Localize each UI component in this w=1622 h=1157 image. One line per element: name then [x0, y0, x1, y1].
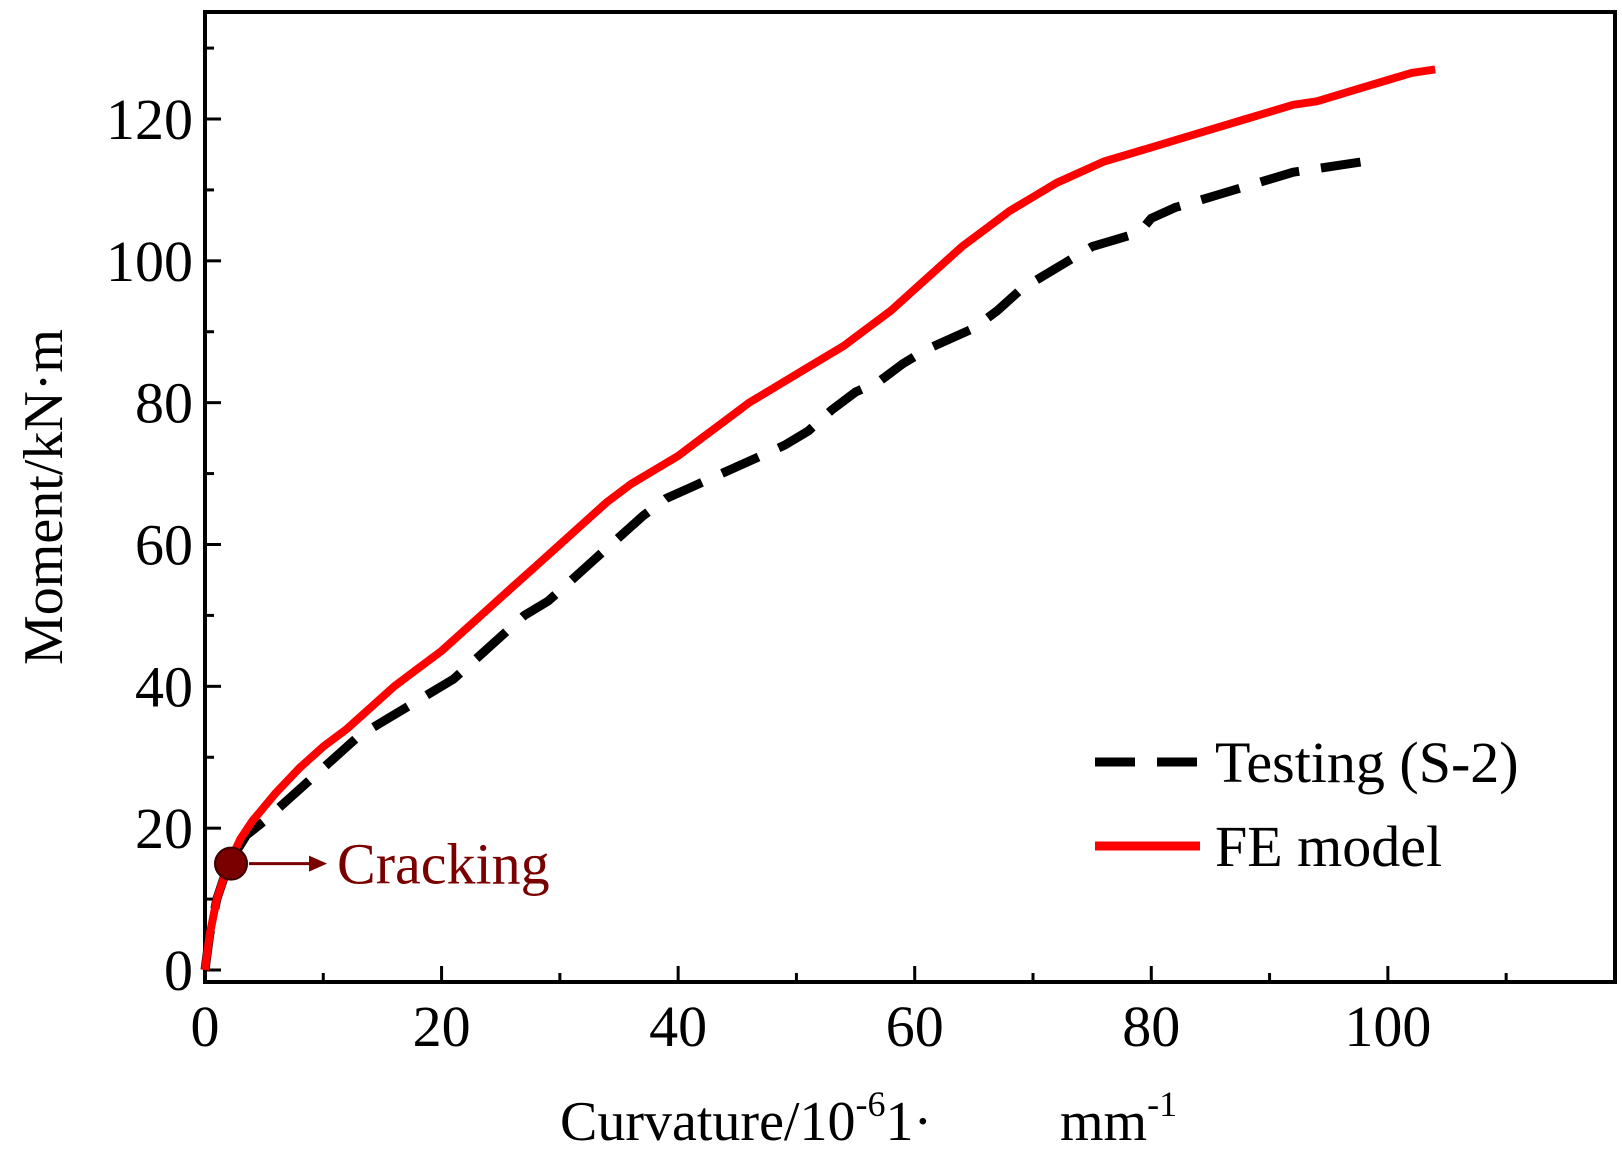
y-tick-label: 0	[164, 938, 193, 1003]
y-axis-title: Moment/kN·m	[13, 329, 75, 665]
x-axis-title: Curvature/10-61· mm-1	[560, 1084, 1177, 1153]
y-tick-label: 80	[135, 371, 193, 436]
x-tick-label: 40	[649, 994, 707, 1059]
series-testing-line	[200, 157, 1365, 971]
x-tick-label: 20	[413, 994, 471, 1059]
x-tick-label: 60	[886, 994, 944, 1059]
x-axis-title-main: Curvature/10	[560, 1091, 855, 1153]
y-tick-label: 100	[106, 229, 193, 294]
cracking-label: Cracking	[337, 832, 550, 897]
series-layer	[200, 65, 1436, 971]
x-tick-label: 0	[191, 994, 220, 1059]
y-axis-ticks: 0 20 40 60 80 100 120	[106, 46, 221, 1003]
y-tick-label: 40	[135, 654, 193, 719]
legend-label-fe: FE model	[1215, 814, 1442, 879]
series-fe-line	[201, 65, 1436, 971]
legend: Testing (S-2) FE model	[1095, 730, 1519, 879]
y-tick-label: 20	[135, 796, 193, 861]
x-tick-label: 80	[1122, 994, 1180, 1059]
cracking-annotation: Cracking	[214, 832, 550, 897]
cracking-arrow-head	[309, 855, 328, 872]
x-tick-label: 100	[1344, 994, 1431, 1059]
x-axis-title-unit2: mm	[1060, 1091, 1147, 1153]
x-axis-title-exp2: -1	[1147, 1084, 1177, 1124]
y-tick-label: 60	[135, 513, 193, 578]
x-axis-title-unit: 1·	[885, 1091, 932, 1153]
legend-label-testing: Testing (S-2)	[1215, 730, 1519, 795]
x-axis-title-exp: -6	[855, 1084, 885, 1124]
y-tick-label: 120	[106, 87, 193, 152]
plot-frame	[203, 10, 1617, 984]
cracking-point-marker	[214, 846, 249, 881]
x-axis-ticks: 0 20 40 60 80 100	[191, 966, 1508, 1059]
